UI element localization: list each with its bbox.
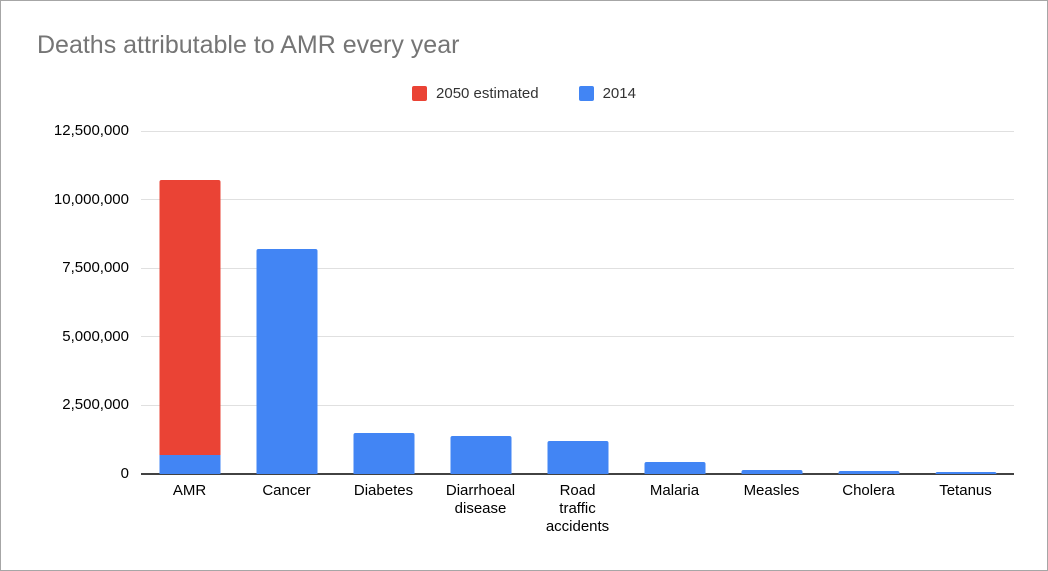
x-tick-label: Road traffic accidents xyxy=(545,482,610,535)
x-tick-label: Diarrhoeal disease xyxy=(445,482,516,517)
chart-title: Deaths attributable to AMR every year xyxy=(37,31,460,59)
bar-malaria-2014[interactable] xyxy=(644,462,705,474)
y-axis-labels: 0 2,500,000 5,000,000 7,500,000 10,000,000 12… xyxy=(1,122,129,482)
bar-group-diabetes xyxy=(335,131,432,474)
y-tick-label: 7,500,000 xyxy=(62,259,129,277)
bar-diarrhoeal-disease-2014[interactable] xyxy=(450,435,511,474)
bar-group-road-traffic-accidents xyxy=(529,131,626,474)
x-tick-label: Diabetes xyxy=(353,482,414,499)
x-tick-label: AMR xyxy=(172,482,207,499)
x-tick-label: Cholera xyxy=(842,482,895,499)
y-tick-label: 10,000,000 xyxy=(53,190,129,208)
plot-area xyxy=(141,130,1014,475)
bar-measles-2014[interactable] xyxy=(741,470,802,474)
legend-item-2050-estimated[interactable]: 2050 estimated xyxy=(412,85,539,102)
y-tick-label: 12,500,000 xyxy=(53,122,129,139)
y-tick-label: 5,000,000 xyxy=(62,327,129,345)
bar-cholera-2014[interactable] xyxy=(838,470,899,474)
legend-swatch-2014 xyxy=(578,86,594,101)
x-axis-line xyxy=(141,473,1014,475)
y-tick-label: 2,500,000 xyxy=(62,396,129,414)
gridline xyxy=(141,130,1014,132)
gridline xyxy=(141,199,1014,201)
bar-group-tetanus xyxy=(917,131,1014,474)
bars-layer xyxy=(141,131,1014,474)
x-tick-label: Malaria xyxy=(649,482,700,499)
y-tick-label: 0 xyxy=(120,465,129,482)
x-tick-label: Measles xyxy=(743,482,800,499)
bar-group-amr xyxy=(141,131,238,474)
bar-road-traffic-accidents-2014[interactable] xyxy=(547,441,608,474)
bar-group-measles xyxy=(723,131,820,474)
bar-cancer-2014[interactable] xyxy=(256,249,317,474)
x-tick-label: Tetanus xyxy=(939,482,992,499)
legend-swatch-2050-estimated xyxy=(412,86,428,101)
bar-tetanus-2014[interactable] xyxy=(935,472,996,474)
gridline xyxy=(141,404,1014,406)
bar-group-malaria xyxy=(626,131,723,474)
bar-group-cholera xyxy=(820,131,917,474)
legend-item-2014[interactable]: 2014 xyxy=(578,85,636,102)
bar-group-cancer xyxy=(238,131,335,474)
bar-amr-2014[interactable] xyxy=(159,454,220,474)
gridline xyxy=(141,267,1014,269)
legend: 2050 estimated 2014 xyxy=(1,85,1047,102)
x-axis-labels: AMR Cancer Diabetes Diarrhoeal disease Road … xyxy=(141,482,1014,536)
x-tick-label: Cancer xyxy=(262,482,311,499)
legend-label-2050-estimated: 2050 estimated xyxy=(436,85,539,102)
bar-diabetes-2014[interactable] xyxy=(353,432,414,474)
gridline xyxy=(141,336,1014,338)
legend-label-2014: 2014 xyxy=(602,85,636,102)
bar-group-diarrhoeal-disease xyxy=(432,131,529,474)
bar-amr-2050-estimated[interactable] xyxy=(159,180,220,455)
